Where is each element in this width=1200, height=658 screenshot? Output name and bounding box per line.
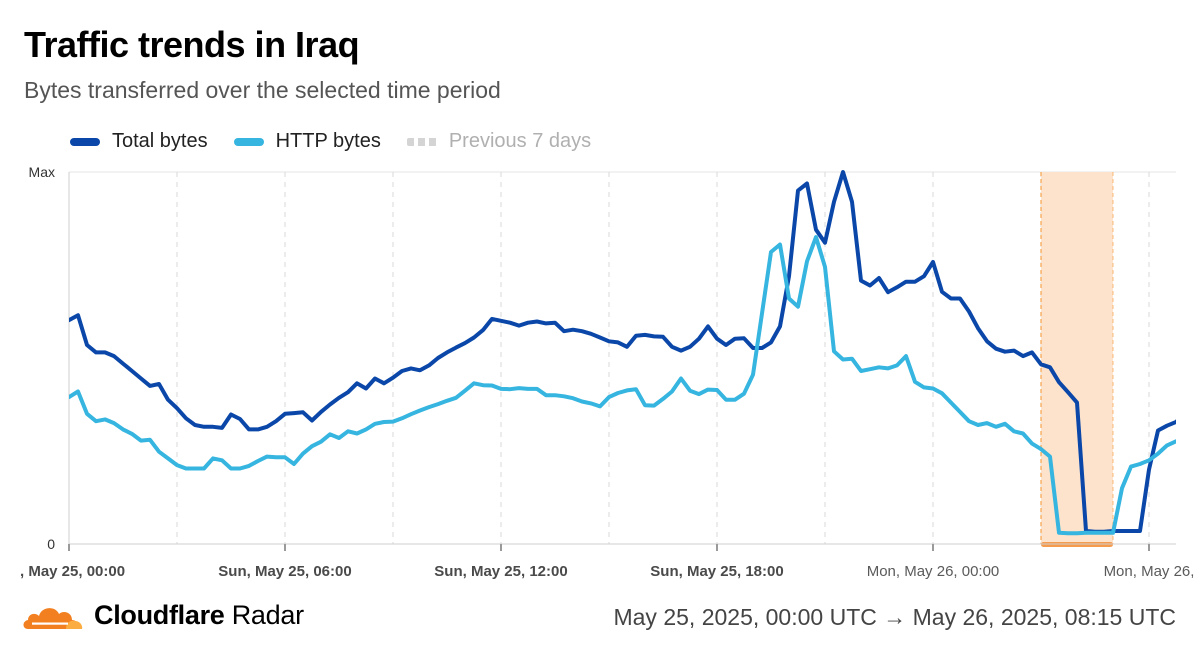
chart-subtitle: Bytes transferred over the selected time… (24, 77, 501, 103)
cloudflare-logo-icon (23, 607, 83, 629)
legend-swatch-previous (406, 137, 437, 146)
y-tick-label: Max (29, 164, 55, 180)
chart-title: Traffic trends in Iraq (24, 24, 360, 65)
chart-legend: Total bytes HTTP bytes Previous 7 days (70, 130, 617, 153)
legend-label-total: Total bytes (112, 130, 208, 152)
time-range: May 25, 2025, 00:00 UTC → May 26, 2025, … (613, 604, 1176, 630)
x-tick-label: Sun, May 25, 12:00 (434, 563, 567, 580)
x-tick-label: Sun, May 25, 18:00 (650, 563, 783, 580)
legend-item-previous-7-days[interactable]: Previous 7 days (406, 130, 592, 153)
legend-item-total-bytes[interactable]: Total bytes (70, 130, 208, 153)
footer-brand: Cloudflare Radar (22, 600, 304, 631)
brand-name: Cloudflare Radar (94, 600, 304, 631)
total-bytes-line (69, 170, 1176, 534)
legend-swatch-http (233, 137, 264, 146)
x-tick-label: Mon, May 26, 00:00 (867, 563, 1000, 580)
legend-label-http: HTTP bytes (275, 130, 381, 152)
x-tick-label: , May 25, 00:00 (20, 563, 125, 580)
x-tick-label: Sun, May 25, 06:00 (218, 563, 351, 580)
y-tick-label: 0 (47, 536, 55, 552)
series-group (69, 170, 1176, 536)
x-tick-label: Mon, May 26, (1104, 563, 1195, 580)
legend-label-previous: Previous 7 days (448, 130, 592, 152)
legend-item-http-bytes[interactable]: HTTP bytes (233, 130, 381, 153)
legend-swatch-total (70, 137, 100, 146)
http-bytes-line (69, 235, 1176, 536)
brand-bold: Cloudflare (94, 600, 225, 630)
brand-light: Radar (231, 600, 304, 630)
